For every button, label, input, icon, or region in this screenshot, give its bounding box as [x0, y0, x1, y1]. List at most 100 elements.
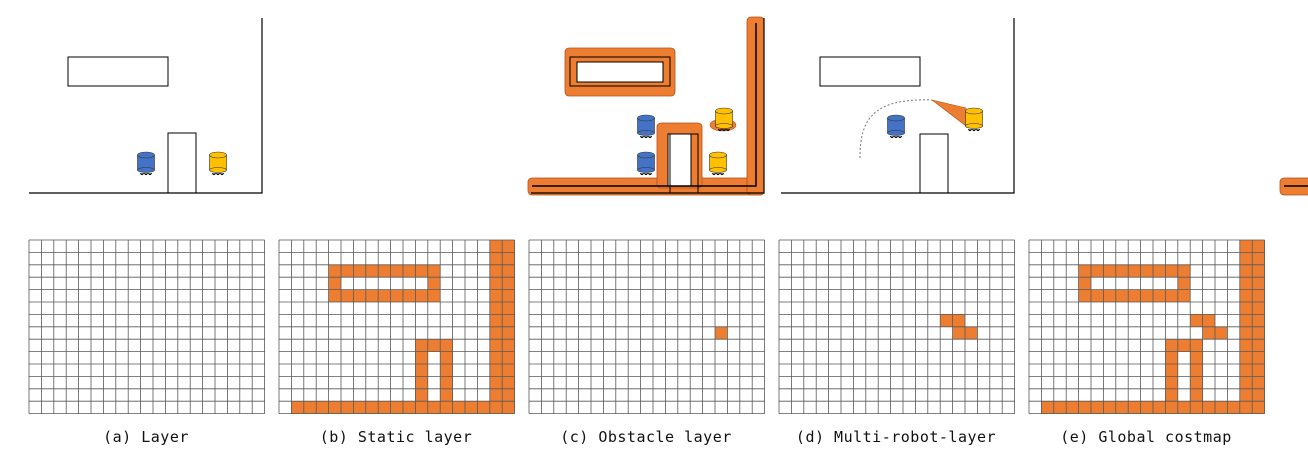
cell-occupied — [1252, 339, 1265, 352]
robot-yellow-top — [709, 151, 727, 159]
cell-occupied — [390, 264, 403, 278]
pillar-outline — [669, 133, 699, 193]
grid-b — [278, 239, 516, 415]
robot-yellow-wheel-2 — [719, 172, 725, 176]
walls-outline — [781, 18, 1015, 194]
box-outline — [819, 56, 921, 87]
cell-occupied — [1177, 401, 1191, 414]
cell-occupied — [1227, 401, 1240, 414]
cell-occupied — [1239, 264, 1253, 278]
scene-d — [781, 18, 1015, 194]
cell-occupied — [940, 314, 953, 327]
cell-occupied — [1165, 289, 1178, 302]
cell-occupied — [328, 277, 341, 290]
cell-occupied — [378, 401, 391, 414]
cell-occupied — [489, 277, 503, 290]
cell-occupied — [1140, 401, 1153, 414]
robot-yellow-wheel-1 — [721, 128, 727, 132]
cell-occupied — [1215, 401, 1228, 414]
robot-yellow-top — [715, 107, 733, 115]
cell-occupied — [1239, 289, 1253, 302]
caption-a: (a) Layer — [103, 428, 189, 446]
robot-blue-wheel-2 — [647, 135, 653, 139]
robot-blue-wheel-0 — [639, 135, 645, 139]
cell-occupied — [1066, 401, 1079, 414]
static-pillar-hole — [667, 133, 692, 187]
cell-occupied — [1239, 252, 1253, 265]
cell-occupied — [303, 401, 317, 414]
robot-blue-wheel-1 — [893, 135, 899, 139]
cell-occupied — [1165, 388, 1178, 402]
cell-occupied — [353, 289, 366, 302]
cell-occupied — [1239, 376, 1253, 389]
cell-occupied — [427, 277, 441, 290]
cell-occupied — [1252, 388, 1265, 402]
cell-occupied — [1091, 264, 1104, 278]
cell-occupied — [489, 339, 503, 352]
cell-occupied — [1153, 289, 1166, 302]
cell-occupied — [1078, 264, 1091, 278]
cell-occupied — [415, 401, 428, 414]
cell-occupied — [1190, 401, 1203, 414]
cell-occupied — [1177, 289, 1191, 302]
robot-blue-base — [637, 130, 655, 136]
cell-occupied — [502, 277, 515, 290]
cell-occupied — [1140, 264, 1153, 278]
cell-occupied — [427, 289, 441, 302]
pillar-outline — [167, 132, 197, 193]
cell-occupied — [489, 326, 503, 340]
cell-occupied — [403, 289, 416, 302]
robot-yellow-wheel-0 — [967, 128, 973, 132]
cell-occupied — [502, 364, 515, 377]
robot-blue-base — [637, 167, 655, 173]
cell-occupied — [502, 388, 515, 402]
cell-occupied — [465, 401, 478, 414]
cell-occupied — [1165, 401, 1178, 414]
cell-occupied — [502, 339, 515, 352]
cell-occupied — [1239, 339, 1253, 352]
cell-occupied — [1202, 401, 1215, 414]
caption-e: (e) Global costmap — [1060, 428, 1232, 446]
robot-blue-wheel-1 — [143, 172, 149, 176]
caption-b: (b) Static layer — [319, 428, 473, 446]
cell-occupied — [502, 314, 515, 327]
cell-occupied — [489, 364, 503, 377]
sensor-cone — [931, 99, 967, 127]
cell-occupied — [1053, 401, 1067, 414]
cell-occupied — [489, 302, 503, 315]
robot-blue-wheel-2 — [147, 172, 153, 176]
cell-occupied — [502, 326, 515, 340]
cell-occupied — [952, 326, 965, 340]
cell-occupied — [415, 289, 428, 302]
cell-occupied — [1177, 277, 1191, 290]
cell-occupied — [328, 264, 341, 278]
cell-occupied — [1103, 401, 1116, 414]
grid-c — [528, 239, 766, 415]
cell-occupied — [390, 289, 403, 302]
cell-occupied — [427, 264, 441, 278]
cell-occupied — [1202, 326, 1215, 340]
robot-yellow-wheel-2 — [975, 128, 981, 132]
static-box-hole — [576, 61, 664, 83]
robot-blue-wheel-0 — [639, 172, 645, 176]
walls-outline — [29, 18, 263, 194]
cell-occupied — [291, 401, 304, 414]
scene-c — [531, 18, 765, 194]
cell-occupied — [341, 401, 354, 414]
cell-occupied — [1091, 289, 1104, 302]
cell-occupied — [1165, 339, 1178, 352]
box-outline — [67, 56, 169, 87]
cell-occupied — [1252, 326, 1265, 340]
robot-blue — [887, 114, 905, 139]
robot-yellow-wheel-2 — [725, 128, 731, 132]
robot-blue-base — [137, 167, 155, 173]
cell-occupied — [452, 401, 465, 414]
robot-yellow-wheel-1 — [971, 128, 977, 132]
cell-occupied — [1190, 388, 1203, 402]
cell-occupied — [1115, 289, 1129, 302]
cell-occupied — [1177, 264, 1191, 278]
cell-occupied — [1153, 264, 1166, 278]
cell-occupied — [415, 388, 428, 402]
cell-occupied — [1190, 351, 1203, 364]
